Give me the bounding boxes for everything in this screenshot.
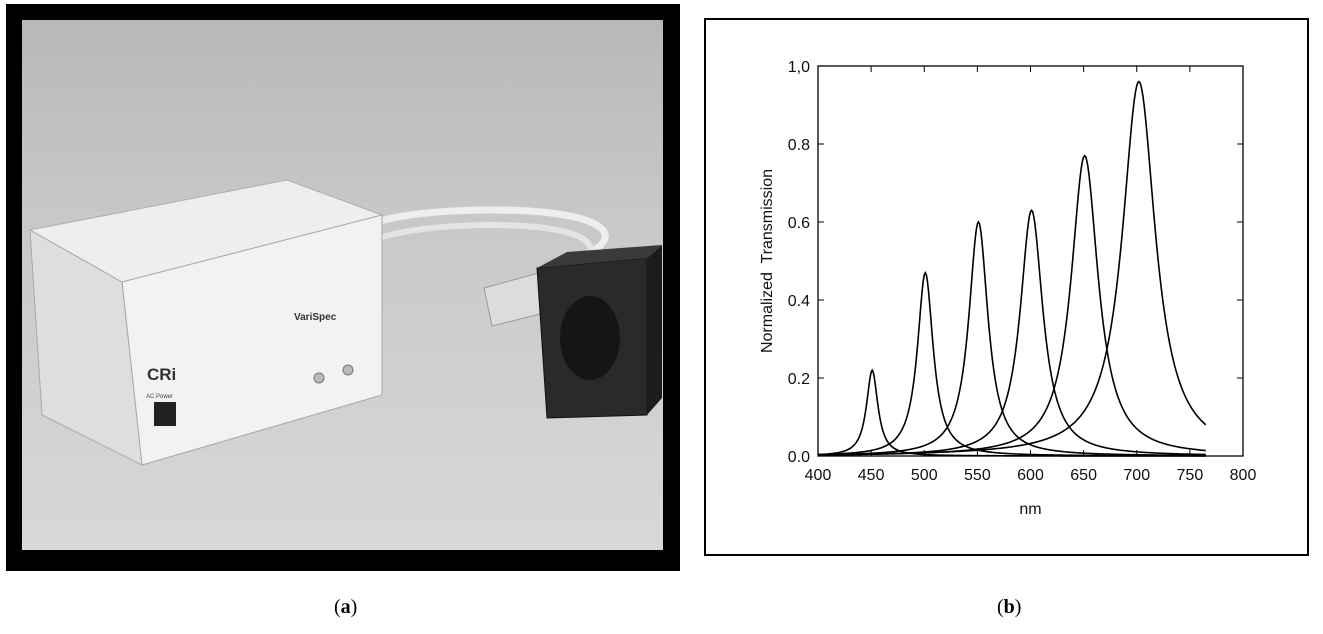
caption-b-open: (: [997, 596, 1004, 618]
y-tick-label: 1,0: [788, 59, 810, 76]
y-tick-label: 0.6: [788, 215, 810, 232]
series-line-6: [817, 80, 1207, 456]
y-axis-label: Normalized Transmission: [759, 169, 776, 353]
led-indicator: [342, 364, 354, 376]
device-photo: CRi VariSpec AC Power: [22, 20, 663, 550]
x-tick-label: 600: [1017, 467, 1044, 484]
chart-frame: 400 450 500 550 600 650 700 750 800 0.0 0.2 0.4 0.6…: [704, 18, 1309, 556]
controller-side: [29, 229, 143, 466]
y-axis: 0.0 0.2 0.4 0.6 0.8 1,0: [788, 59, 1243, 466]
photo-frame: CRi VariSpec AC Power: [6, 4, 680, 571]
series-group: [817, 80, 1207, 457]
x-tick-label: 650: [1070, 467, 1097, 484]
y-tick-label: 0.2: [788, 371, 810, 388]
x-tick-label: 800: [1230, 467, 1257, 484]
logo-text: CRi: [147, 365, 176, 384]
caption-a-close: ): [350, 596, 358, 618]
x-tick-label: 750: [1177, 467, 1204, 484]
series-line-3: [817, 220, 1206, 457]
plot-border: [817, 65, 1244, 457]
caption-b-close: ): [1014, 596, 1022, 618]
filter-aperture: [560, 296, 620, 380]
series-line-5: [817, 154, 1206, 456]
y-tick-label: 0.8: [788, 137, 810, 154]
varispec-device-illustration: CRi VariSpec AC Power: [28, 179, 662, 466]
series-line-1: [817, 368, 1206, 457]
caption-a-letter: a: [340, 596, 351, 618]
x-axis-label: nm: [1019, 501, 1041, 518]
y-tick-label: 0.4: [788, 293, 810, 310]
series-line-2: [817, 270, 1206, 457]
caption-a-open: (: [334, 596, 341, 618]
y-tick-label: 0.0: [788, 449, 810, 466]
power-switch: [154, 402, 176, 426]
brand-text: VariSpec: [294, 312, 337, 323]
plot-area: [817, 65, 1244, 457]
x-axis: 400 450 500 550 600 650 700 750 800: [805, 66, 1257, 484]
x-tick-label: 400: [805, 467, 832, 484]
x-tick-label: 550: [964, 467, 991, 484]
transmission-chart: 400 450 500 550 600 650 700 750 800 0.0 0.2 0.4 0.6…: [759, 59, 1257, 518]
led-indicator: [313, 372, 325, 384]
power-label: AC Power: [146, 394, 173, 400]
caption-b: (b): [997, 596, 1021, 619]
caption-b-letter: b: [1003, 596, 1015, 618]
filter-head-side: [647, 245, 662, 415]
x-tick-label: 700: [1123, 467, 1150, 484]
filter-head-top: [537, 245, 662, 268]
x-tick-label: 500: [911, 467, 938, 484]
caption-a: (a): [334, 596, 357, 619]
series-line-4: [817, 208, 1206, 456]
x-tick-label: 450: [858, 467, 885, 484]
